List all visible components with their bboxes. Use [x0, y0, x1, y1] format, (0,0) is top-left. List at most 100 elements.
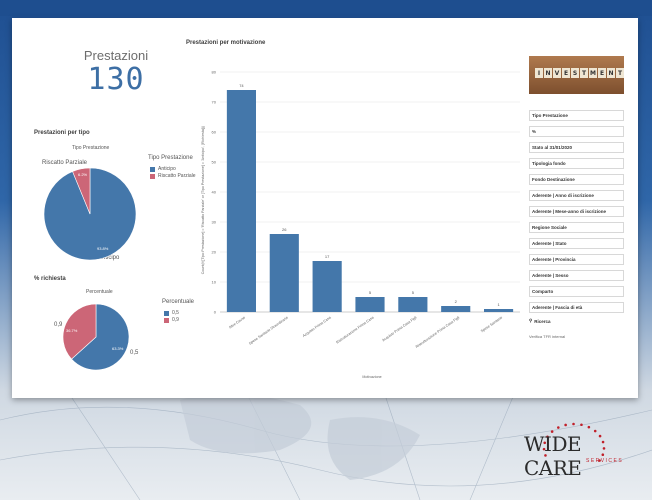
pie-richiesta-legend-title: Percentuale [162, 299, 195, 305]
pie-richiesta-subtitle: Percentuale [86, 289, 113, 295]
world-map-decoration [0, 380, 652, 500]
x-category-label: Ristrutturazione Prima Casa [335, 316, 374, 345]
legend-swatch [164, 310, 169, 316]
filter-percent[interactable]: % [529, 126, 624, 137]
y-tick-label: 0 [214, 310, 217, 315]
y-tick-label: 20 [212, 250, 217, 255]
legend-swatch [150, 173, 155, 179]
filter-label: Comparto [532, 289, 554, 294]
x-category-label: Acquisto Prima Casa Figli [381, 315, 417, 342]
legend-label: 0,5 [172, 310, 179, 316]
logo-dot [601, 440, 605, 444]
top-bar [0, 0, 652, 16]
filter-pane: Tipo Prestazione % Stato al 31/01/2020 T… [529, 110, 624, 339]
investment-letter-tile: I [535, 68, 543, 78]
bar[interactable] [355, 297, 385, 312]
filter-label: Stato al 31/01/2020 [532, 145, 573, 150]
pie-richiesta-legend-05[interactable]: 0,5 [164, 310, 179, 316]
bar[interactable] [269, 234, 299, 312]
y-tick-label: 60 [212, 130, 217, 135]
search-label: Ricerca [534, 318, 551, 324]
bar[interactable] [398, 297, 428, 312]
bar-value-label: 26 [282, 227, 287, 232]
pie-richiesta-legend-09[interactable]: 0,9 [164, 317, 179, 323]
logo-dot [543, 441, 547, 445]
logo-dot [557, 426, 560, 429]
bar-value-label: 1 [497, 302, 500, 307]
bar[interactable] [441, 306, 471, 312]
investment-letter-tile: E [562, 68, 570, 78]
logo-dots-icon [542, 422, 606, 462]
pie-tipo-label-anticipo: 93.8% [97, 246, 109, 251]
filter-label: Aderente | Sesso [532, 273, 569, 278]
bar[interactable] [226, 90, 256, 312]
investment-letter-tile: V [553, 68, 561, 78]
bar[interactable] [312, 261, 342, 312]
pie-richiesta-label-09: 36.7% [66, 328, 78, 333]
filter-mese-anno-iscrizione[interactable]: Aderente | Mese-anno di iscrizione [529, 206, 624, 217]
logo-dot [587, 425, 591, 429]
filter-label: Aderente | Provincia [532, 257, 576, 262]
filter-label: Aderente | Anno di iscrizione [532, 193, 594, 198]
pie-richiesta-label-05: 63.3% [112, 346, 124, 351]
logo-dot [546, 435, 549, 439]
filter-fondo-destinazione[interactable]: Fondo Destinazione [529, 174, 624, 185]
pie-tipo-legend-anticipo[interactable]: Anticipo [150, 166, 176, 172]
filter-label: % [532, 129, 537, 134]
bar-value-label: 17 [325, 254, 330, 259]
x-category-label: Altre Cause [228, 316, 246, 330]
legend-label: 0,9 [172, 317, 179, 323]
bar-chart[interactable]: Count(if([Tipo Prestazione] = 'Riscatto … [190, 60, 526, 380]
logo-dot [572, 422, 575, 426]
y-tick-label: 50 [212, 160, 217, 165]
pie-tipo-bottom-label: Anticipo [98, 255, 120, 261]
y-tick-label: 70 [212, 100, 217, 105]
y-tick-label: 30 [212, 220, 217, 225]
bar-chart-title: Prestazioni per motivazione [186, 40, 266, 46]
pie-tipo-subtitle: Tipo Prestazione [72, 145, 110, 151]
logo-dot [580, 423, 583, 427]
x-category-label: Acquisto Prima Casa [302, 316, 332, 339]
legend-label: Riscatto Parziale [158, 173, 196, 179]
bar-chart-xlabel: Motivazione [362, 375, 381, 379]
pie-richiesta-slice-05[interactable] [71, 303, 130, 371]
logo-dot [542, 447, 546, 451]
filter-aderente-sesso[interactable]: Aderente | Sesso [529, 270, 624, 281]
legend-swatch [164, 317, 169, 323]
bar-value-label: 5 [369, 290, 372, 295]
logo-main-text: WIDE CARE [524, 432, 582, 480]
logo-dot [544, 454, 547, 457]
filter-stato[interactable]: Stato al 31/01/2020 [529, 142, 624, 153]
logo-dot [598, 459, 601, 462]
filter-fascia-eta[interactable]: Aderente | Fascia di età [529, 302, 624, 313]
y-tick-label: 40 [212, 190, 217, 195]
filter-anno-iscrizione[interactable]: Aderente | Anno di iscrizione [529, 190, 624, 201]
pie-tipo-slice-riscatto[interactable] [72, 167, 91, 215]
search-icon: ⚲ [529, 318, 533, 323]
x-category-label: Ristrutturazione Prima Casa Figli [415, 315, 460, 349]
pie-richiesta-slice-09[interactable] [62, 303, 97, 360]
y-tick-label: 10 [212, 280, 217, 285]
filter-regione-sociale[interactable]: Regione Sociale [529, 222, 624, 233]
logo-dot [550, 430, 554, 433]
filter-comparto[interactable]: Comparto [529, 286, 624, 297]
filter-label: Fondo Destinazione [532, 177, 575, 182]
investment-letter-tile: T [580, 68, 588, 78]
filter-label: Tipologia fondo [532, 161, 566, 166]
investment-letter-tile: T [616, 68, 624, 78]
pie-richiesta-chart[interactable]: 63.3% 36.7% [62, 300, 130, 374]
bar[interactable] [484, 309, 514, 312]
filter-aderente-provincia[interactable]: Aderente | Provincia [529, 254, 624, 265]
pie-tipo-legend-riscatto[interactable]: Riscatto Parziale [150, 173, 196, 179]
pie-tipo-chart[interactable]: 93.8% 6.2% [40, 164, 140, 264]
investment-letter-tile: N [544, 68, 552, 78]
logo-sub-text: SERVICES [586, 458, 624, 464]
search-link[interactable]: ⚲ Ricerca [529, 318, 624, 324]
logo-dot [593, 429, 597, 433]
filter-aderente-stato[interactable]: Aderente | Stato [529, 238, 624, 249]
filter-label: Aderente | Stato [532, 241, 567, 246]
filter-tipologia-fondo[interactable]: Tipologia fondo [529, 158, 624, 169]
filter-tipo-prestazione[interactable]: Tipo Prestazione [529, 110, 624, 121]
